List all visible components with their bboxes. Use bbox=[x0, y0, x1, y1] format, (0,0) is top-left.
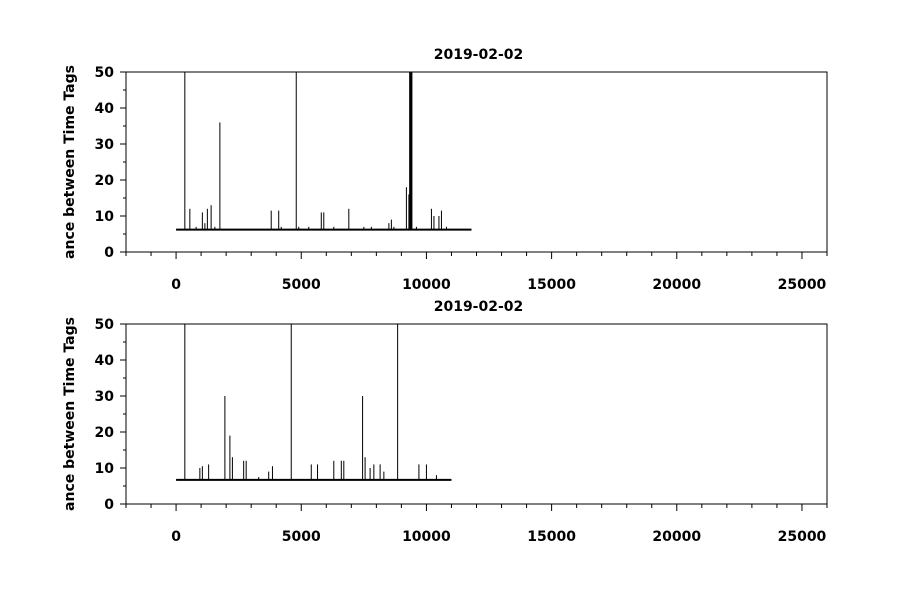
x-tick-label: 25000 bbox=[778, 529, 827, 545]
x-tick-label: 15000 bbox=[527, 529, 576, 545]
x-tick-label: 15000 bbox=[527, 277, 576, 293]
y-axis-label: ance between Time Tags bbox=[62, 65, 78, 259]
y-tick-label: 30 bbox=[95, 137, 115, 153]
x-tick-label: 5000 bbox=[282, 277, 321, 293]
y-axis-label: ance between Time Tags bbox=[62, 317, 78, 511]
x-tick-label: 20000 bbox=[652, 277, 701, 293]
x-tick-label: 10000 bbox=[402, 277, 451, 293]
y-tick-label: 0 bbox=[104, 497, 114, 513]
data-series bbox=[176, 72, 472, 231]
x-tick-label: 0 bbox=[171, 529, 181, 545]
x-tick-label: 5000 bbox=[282, 529, 321, 545]
x-tick-label: 20000 bbox=[652, 529, 701, 545]
chart-panel-2: 2019-02-02 ance between Time Tags 0 10 20 30 4… bbox=[62, 299, 828, 545]
chart-title: 2019-02-02 bbox=[434, 299, 524, 315]
y-tick-label: 40 bbox=[95, 101, 115, 117]
data-series bbox=[176, 324, 452, 481]
chart-title: 2019-02-02 bbox=[434, 47, 524, 63]
y-tick-label: 10 bbox=[95, 461, 115, 477]
y-tick-label: 50 bbox=[95, 65, 115, 81]
plot-frame bbox=[125, 71, 828, 253]
plot-frame bbox=[125, 323, 828, 505]
y-tick-label: 20 bbox=[95, 425, 115, 441]
x-tick-label: 0 bbox=[171, 277, 181, 293]
y-tick-label: 50 bbox=[95, 317, 115, 333]
y-tick-label: 20 bbox=[95, 173, 115, 189]
y-tick-label: 30 bbox=[95, 389, 115, 405]
x-tick-label: 10000 bbox=[402, 529, 451, 545]
chart-panel-1: 2019-02-02 ance between Time Tags 0 10 20 30 4… bbox=[62, 47, 828, 293]
y-tick-label: 0 bbox=[104, 245, 114, 261]
y-tick-label: 40 bbox=[95, 353, 115, 369]
x-tick-label: 25000 bbox=[778, 277, 827, 293]
y-tick-label: 10 bbox=[95, 209, 115, 225]
